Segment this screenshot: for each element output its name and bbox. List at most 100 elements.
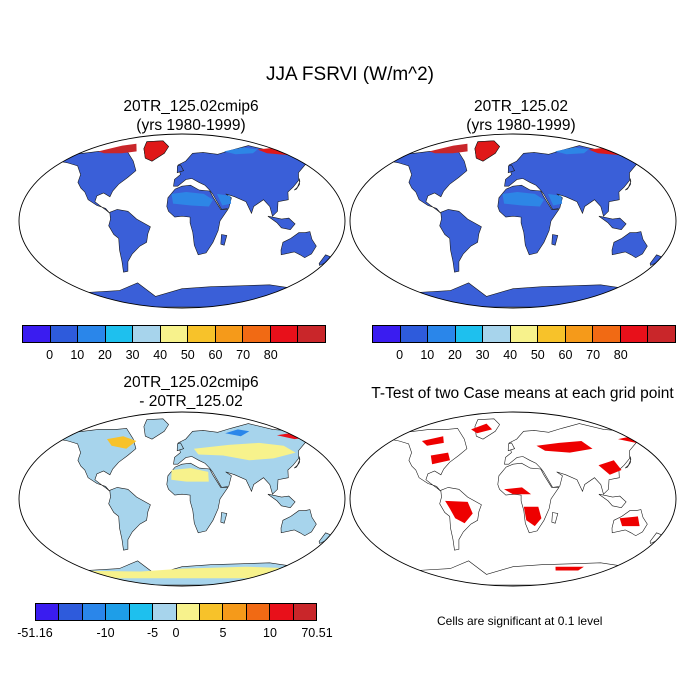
colorbar-difference-swatch bbox=[293, 604, 317, 620]
panel-title-3: 20TR_125.02cmip6 - 20TR_125.02 bbox=[26, 373, 356, 411]
colorbar-case1-swatch bbox=[105, 326, 134, 342]
continent-antarctica bbox=[386, 282, 640, 308]
continent-indonesia bbox=[267, 493, 296, 509]
colorbar-case1-tick-label: 60 bbox=[208, 348, 223, 362]
colorbar-case2-tick-label: 40 bbox=[503, 348, 518, 362]
significant-region bbox=[471, 423, 493, 434]
sahara-positive bbox=[171, 468, 209, 482]
colorbar-case2-tick-label: 0 bbox=[396, 348, 404, 362]
colorbar-case2-tick-label: 30 bbox=[475, 348, 490, 362]
colorbar-difference-swatch bbox=[82, 604, 107, 620]
map-border bbox=[18, 133, 346, 309]
colorbar-case1-swatch bbox=[215, 326, 244, 342]
continent-indonesia bbox=[598, 493, 627, 509]
colorbar-difference bbox=[35, 603, 317, 621]
colorbar-case1-tick-label: 50 bbox=[180, 348, 195, 362]
colorbar-case1-tick-label: 40 bbox=[153, 348, 168, 362]
colorbar-difference-tick-label: -10 bbox=[96, 626, 115, 640]
colorbar-case2-tick-label: 20 bbox=[447, 348, 462, 362]
panel-title-1-line1: 20TR_125.02cmip6 bbox=[123, 98, 259, 115]
significant-region bbox=[430, 452, 450, 465]
significant-region bbox=[536, 441, 593, 453]
colorbar-difference-tick-label: 0 bbox=[172, 626, 180, 640]
significant-region bbox=[523, 506, 542, 527]
colorbar-difference-swatch bbox=[270, 604, 294, 620]
continent-eurasia bbox=[504, 145, 648, 217]
map-land-layer bbox=[386, 418, 665, 586]
colorbar-case1-swatch bbox=[133, 326, 161, 342]
siberia-cyan bbox=[223, 147, 258, 155]
continent-madagascar bbox=[220, 234, 228, 246]
colorbar-case2-swatch bbox=[538, 326, 566, 342]
significance-note: Cells are significant at 0.1 level bbox=[437, 614, 603, 628]
continent-madagascar bbox=[551, 234, 559, 246]
colorbar-difference-swatch bbox=[223, 604, 247, 620]
colorbar-case2-tick-label: 50 bbox=[530, 348, 545, 362]
panel-title-4-line1: T-Test of two Case means at each grid po… bbox=[371, 385, 674, 402]
colorbar-case1-swatch bbox=[23, 326, 51, 342]
continent-greenland bbox=[143, 418, 169, 440]
colorbar-case1-swatch bbox=[270, 326, 299, 342]
panel-title-1: 20TR_125.02cmip6 (yrs 1980-1999) bbox=[26, 97, 356, 135]
colorbar-difference-swatch bbox=[59, 604, 83, 620]
continent-australia bbox=[611, 231, 648, 259]
colorbar-case2-tick-label: 70 bbox=[586, 348, 601, 362]
colorbar-case1-swatch bbox=[50, 326, 79, 342]
colorbar-case1-tick-label: 10 bbox=[70, 348, 85, 362]
colorbar-difference-swatch bbox=[199, 604, 224, 620]
panel-title-3-line1: 20TR_125.02cmip6 bbox=[123, 374, 259, 391]
significant-region bbox=[445, 500, 473, 524]
continent-australia bbox=[280, 509, 317, 537]
colorbar-case1-swatch bbox=[160, 326, 189, 342]
colorbar-difference-tick-label: -51.16 bbox=[17, 626, 53, 640]
panel-title-1-line2: (yrs 1980-1999) bbox=[136, 117, 246, 134]
continent-africa bbox=[497, 462, 560, 534]
colorbar-case2-swatch bbox=[510, 326, 539, 342]
siberia-negative bbox=[225, 429, 250, 437]
map-ttest bbox=[349, 411, 677, 587]
panel-title-2-line1: 20TR_125.02 bbox=[474, 98, 568, 115]
colorbar-case2-swatch bbox=[428, 326, 456, 342]
arabia-patch bbox=[547, 193, 563, 206]
continent-eurasia bbox=[504, 423, 648, 495]
continent-northAmerica bbox=[388, 428, 468, 492]
colorbar-case1-tick-label: 80 bbox=[263, 348, 278, 362]
map-border bbox=[349, 133, 677, 309]
continent-southAmerica bbox=[439, 209, 482, 273]
significant-region bbox=[598, 460, 622, 475]
colorbar-difference-swatch bbox=[176, 604, 200, 620]
colorbar-difference-swatch bbox=[36, 604, 60, 620]
map-case2 bbox=[349, 133, 677, 309]
map-border bbox=[349, 411, 677, 587]
panel-title-3-line2: - 20TR_125.02 bbox=[139, 393, 243, 410]
continent-madagascar bbox=[220, 512, 228, 524]
colorbar-case1 bbox=[22, 325, 326, 343]
colorbar-case2-swatch bbox=[400, 326, 429, 342]
map-case1 bbox=[18, 133, 346, 309]
colorbar-difference-swatch bbox=[246, 604, 271, 620]
continent-uk bbox=[176, 442, 185, 452]
greenland-ice bbox=[143, 140, 169, 162]
continent-eurasia bbox=[173, 145, 317, 217]
continent-madagascar bbox=[551, 512, 559, 524]
significant-region bbox=[504, 487, 532, 495]
continent-northAmerica bbox=[57, 150, 137, 214]
colorbar-difference-tick-label: 10 bbox=[263, 626, 277, 640]
arctic-canada-ice bbox=[98, 143, 137, 154]
colorbar-case1-swatch bbox=[298, 326, 326, 342]
continent-antarctica bbox=[386, 560, 640, 586]
panel-title-2-line2: (yrs 1980-1999) bbox=[466, 117, 576, 134]
colorbar-case2-tick-label: 10 bbox=[420, 348, 435, 362]
continent-uk bbox=[507, 442, 516, 452]
colorbar-case1-tick-label: 70 bbox=[236, 348, 251, 362]
colorbar-case1-tick-label: 0 bbox=[46, 348, 54, 362]
continent-japan bbox=[624, 456, 632, 469]
map-difference bbox=[18, 411, 346, 587]
canada-positive bbox=[107, 436, 137, 449]
colorbar-case2-swatch bbox=[373, 326, 401, 342]
figure-title: JJA FSRVI (W/m^2) bbox=[266, 64, 434, 85]
continent-uk bbox=[507, 164, 516, 174]
continent-japan bbox=[293, 456, 301, 469]
continent-uk bbox=[176, 164, 185, 174]
panel-title-4: T-Test of two Case means at each grid po… bbox=[350, 384, 695, 403]
